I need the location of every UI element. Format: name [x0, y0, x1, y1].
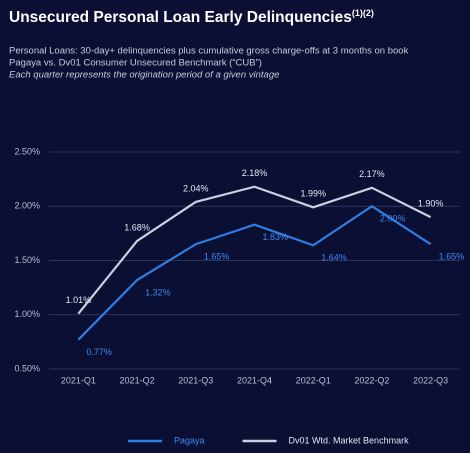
x-tick-label: 2021-Q3 — [178, 375, 213, 385]
data-label: 2.18% — [242, 168, 268, 178]
legend-label: Pagaya — [174, 435, 205, 445]
subtitle: Each quarter represents the origination … — [9, 70, 279, 81]
x-tick-label: 2021-Q4 — [237, 375, 272, 385]
data-label: 1.64% — [321, 253, 347, 263]
data-label: 2.04% — [183, 183, 209, 193]
data-label: 2.00% — [380, 214, 406, 224]
series-line — [77, 204, 432, 341]
data-label: 1.65% — [204, 252, 230, 262]
data-label: 0.77% — [86, 347, 112, 357]
data-label: 1.83% — [263, 232, 289, 242]
subtitle: Personal Loans: 30-day+ delinquencies pl… — [9, 46, 409, 57]
x-tick-label: 2022-Q2 — [354, 375, 389, 385]
y-tick-label: 2.00% — [14, 201, 40, 211]
series-line — [77, 185, 432, 315]
x-tick-label: 2022-Q3 — [413, 375, 448, 385]
y-tick-label: 1.50% — [14, 255, 40, 265]
legend-label: Dv01 Wtd. Market Benchmark — [289, 435, 410, 445]
data-label: 1.99% — [300, 189, 326, 199]
data-label: 1.01% — [66, 295, 92, 305]
data-label: 1.68% — [124, 222, 150, 232]
chart-title: Unsecured Personal Loan Early Delinquenc… — [9, 8, 374, 26]
x-tick-label: 2022-Q1 — [296, 375, 331, 385]
subtitle: Pagaya vs. Dv01 Consumer Unsecured Bench… — [9, 58, 262, 69]
y-tick-label: 0.50% — [14, 363, 40, 373]
x-tick-label: 2021-Q1 — [61, 375, 96, 385]
data-label: 1.65% — [439, 252, 465, 262]
data-label: 1.90% — [418, 198, 444, 208]
x-tick-label: 2021-Q2 — [120, 375, 155, 385]
title-note: (1)(2) — [352, 8, 374, 18]
y-tick-label: 2.50% — [14, 146, 40, 156]
y-tick-label: 1.00% — [14, 309, 40, 319]
data-label: 2.17% — [359, 169, 385, 179]
title-text: Unsecured Personal Loan Early Delinquenc… — [9, 9, 352, 26]
data-label: 1.32% — [145, 287, 171, 297]
